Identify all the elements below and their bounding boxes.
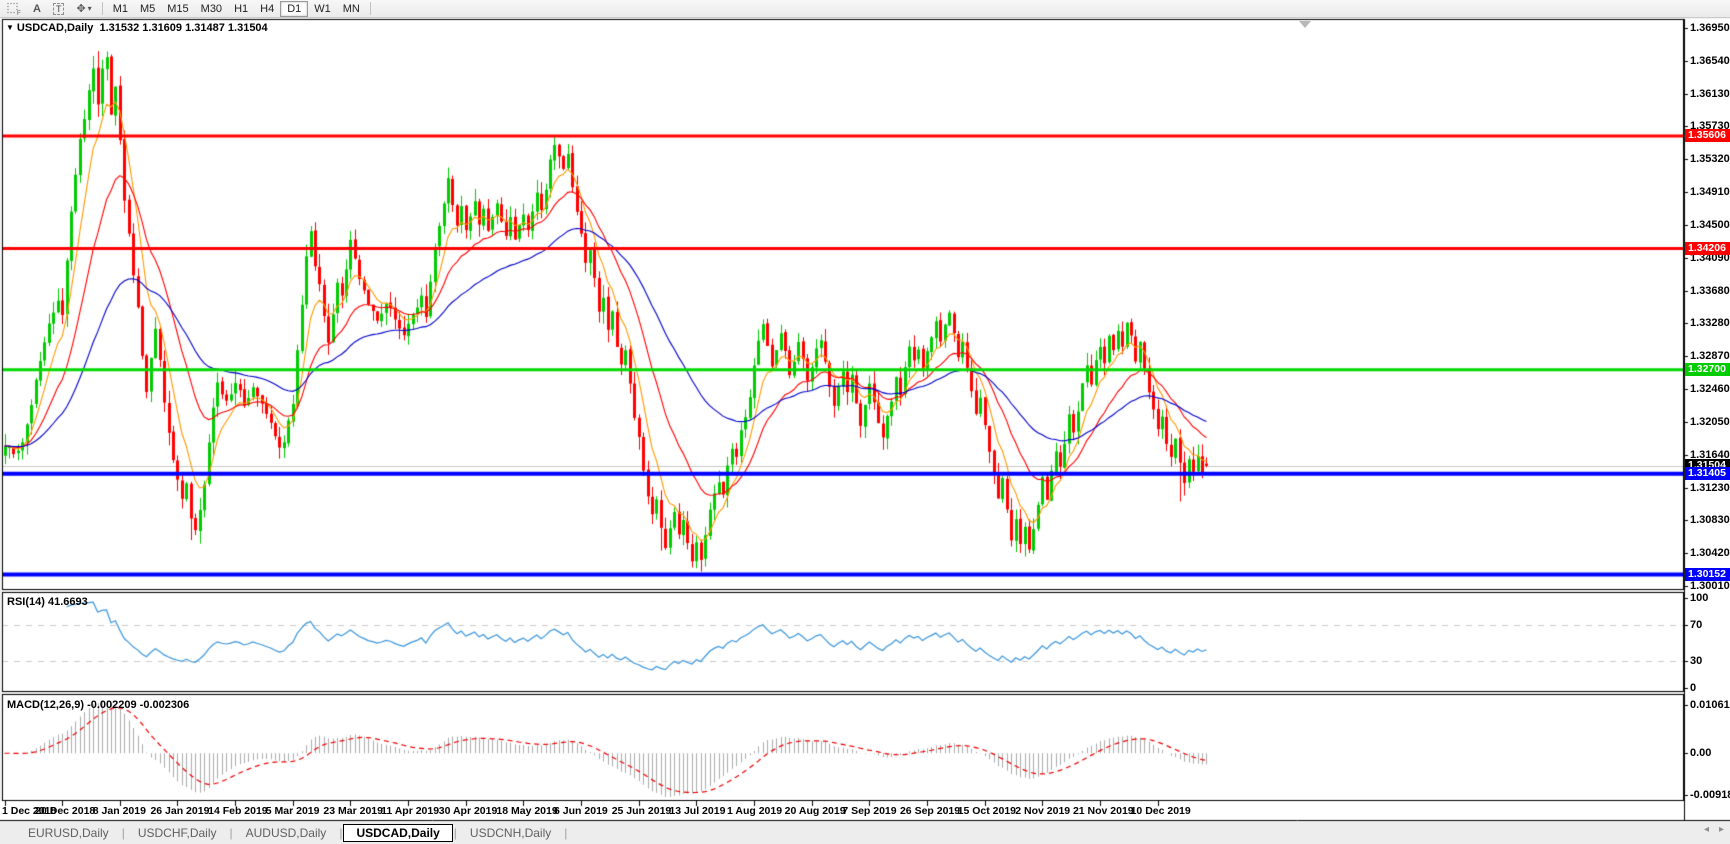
symbol-title: USDCAD,Daily xyxy=(16,22,94,34)
chart-shift-marker[interactable] xyxy=(1299,21,1311,28)
price-axis-label: 1.32050 xyxy=(1690,415,1730,428)
rsi-axis-label: 70 xyxy=(1690,619,1703,631)
symbol-ohlc: 1.31532 1.31609 1.31487 1.31504 xyxy=(99,22,268,34)
price-axis-label: 1.35730 xyxy=(1690,119,1730,132)
macd-indicator-label: MACD(12,26,9) -0.002209 -0.002306 xyxy=(7,699,190,711)
tab-scroll-right-icon[interactable]: ▸ xyxy=(1718,824,1724,835)
arrows-icon: ✥ xyxy=(76,3,86,15)
timeframe-button-h1[interactable]: H1 xyxy=(234,2,249,15)
tab-separator: | xyxy=(453,826,457,840)
time-axis-label: 23 Mar 2019 xyxy=(323,805,383,817)
chart-tab-usdcnh[interactable]: USDCNH,Daily xyxy=(469,826,552,840)
price-axis-label: 1.31230 xyxy=(1690,481,1730,494)
chart-collapse-icon[interactable]: ▼ xyxy=(6,23,14,32)
chart-tab-usdcad[interactable]: USDCAD,Daily xyxy=(343,824,453,842)
tab-scroll-left-icon[interactable]: ◂ xyxy=(1703,824,1709,835)
crosshair-grid-f-icon[interactable]: F xyxy=(0,1,27,16)
price-line-badge: 1.32700 xyxy=(1685,363,1730,377)
tab-separator: | xyxy=(121,826,125,840)
time-axis-label: 2 Nov 2019 xyxy=(1015,805,1071,817)
price-line-badge: 1.34206 xyxy=(1685,242,1730,256)
time-axis-label: 30 Apr 2019 xyxy=(438,805,498,817)
tab-scroll-buttons: ◂ ▸ xyxy=(1704,824,1724,835)
time-axis-label: 26 Jan 2019 xyxy=(150,805,210,817)
time-axis-label: 20 Dec 2018 xyxy=(35,805,96,817)
timeframe-button-m5[interactable]: M5 xyxy=(139,2,156,15)
price-axis-label: 1.30830 xyxy=(1690,514,1730,527)
macd-axis-label: 0.010615 xyxy=(1690,699,1730,711)
price-axis-label: 1.32460 xyxy=(1690,382,1730,395)
toolbar-separator xyxy=(369,2,371,15)
chart-tab-usdchf[interactable]: USDCHF,Daily xyxy=(137,826,217,840)
time-axis-label: 20 Aug 2019 xyxy=(784,805,846,817)
time-axis-label: 11 Apr 2019 xyxy=(381,805,440,817)
time-axis-label: 14 Feb 2019 xyxy=(208,805,268,817)
price-axis-label: 1.31640 xyxy=(1690,448,1730,461)
svg-text:F: F xyxy=(17,11,21,15)
macd-axis-label: -0.009181 xyxy=(1690,789,1730,801)
time-axis-label: 21 Nov 2019 xyxy=(1072,805,1134,817)
text-box-tool-button[interactable]: T xyxy=(47,1,71,16)
timeframe-button-h4[interactable]: H4 xyxy=(260,2,275,15)
chart-tab-bar: EURUSD,Daily | USDCHF,Daily | AUDUSD,Daily | U… xyxy=(0,822,1730,844)
timeframe-button-d1[interactable]: D1 xyxy=(280,0,309,17)
timeframe-group: M1 M5 M15 M30 H1 H4 D1 W1 MN xyxy=(107,0,366,17)
price-axis-label: 1.33280 xyxy=(1690,316,1730,329)
time-axis-label: 25 Jun 2019 xyxy=(611,805,672,817)
chart-tab-audusd[interactable]: AUDUSD,Daily xyxy=(245,826,327,840)
time-axis-label: 26 Sep 2019 xyxy=(899,805,961,817)
timeframe-button-m1[interactable]: M1 xyxy=(112,2,128,15)
text-box-icon: T xyxy=(52,2,65,15)
macd-axis-label: 0.00 xyxy=(1690,747,1712,760)
price-axis-label: 1.30420 xyxy=(1690,547,1730,559)
price-axis-label: 1.36540 xyxy=(1690,54,1730,67)
price-line-badge: 1.35606 xyxy=(1685,129,1730,143)
symbol-header: ▼ USDCAD,Daily 1.31532 1.31609 1.31487 1.… xyxy=(6,22,268,34)
price-axis-label: 1.36950 xyxy=(1690,21,1730,34)
tab-separator: | xyxy=(564,826,568,840)
arrow-objects-button[interactable]: ✥ ▾ xyxy=(70,1,97,16)
tab-separator: | xyxy=(229,826,233,840)
price-axis-label: 1.34910 xyxy=(1690,185,1730,198)
price-axis-label: 1.30010 xyxy=(1690,579,1730,592)
dotted-grid-icon: F xyxy=(7,2,21,15)
time-axis-label: 13 Jul 2019 xyxy=(669,805,726,817)
rsi-axis-label: 0 xyxy=(1690,682,1697,694)
rsi-axis-label: 100 xyxy=(1690,592,1709,604)
chart-tab-eurusd[interactable]: EURUSD,Daily xyxy=(28,826,109,840)
toolbar-separator xyxy=(101,2,103,15)
time-axis-label: 10 Dec 2019 xyxy=(1130,805,1191,817)
chevron-down-icon: ▾ xyxy=(87,4,92,13)
rsi-axis-label: 30 xyxy=(1690,655,1703,667)
timeframe-button-mn[interactable]: MN xyxy=(342,2,360,15)
timeframe-button-w1[interactable]: W1 xyxy=(314,2,331,15)
price-axis-label: 1.36130 xyxy=(1690,87,1730,100)
tab-separator: | xyxy=(339,826,343,840)
timeframe-button-m30[interactable]: M30 xyxy=(200,2,223,15)
timeframe-button-m15[interactable]: M15 xyxy=(167,2,189,15)
rsi-indicator-label: RSI(14) 41.6693 xyxy=(7,596,88,608)
toolbar: F A T ✥ ▾ M1 M5 M15 M30 H1 H4 D1 W1 MN xyxy=(0,0,1730,18)
time-axis-label: 15 Oct 2019 xyxy=(957,805,1017,817)
price-axis-label: 1.34500 xyxy=(1690,218,1730,231)
time-axis-label: 6 Jun 2019 xyxy=(554,805,608,817)
text-label-tool-button[interactable]: A xyxy=(27,1,47,16)
price-line-badge: 1.30152 xyxy=(1685,568,1730,582)
time-axis-label: 1 Dec 2018 xyxy=(2,805,57,817)
time-axis-label: 1 Aug 2019 xyxy=(727,805,783,817)
time-axis-label: 7 Sep 2019 xyxy=(842,805,897,817)
price-axis-label: 1.35320 xyxy=(1690,152,1730,165)
time-axis-label: 5 Mar 2019 xyxy=(265,805,320,817)
text-label-icon: A xyxy=(33,2,41,15)
price-line-badge: 1.31405 xyxy=(1685,467,1730,481)
time-axis-label: 8 Jan 2019 xyxy=(92,805,146,817)
time-axis-label: 18 May 2019 xyxy=(496,805,558,817)
price-axis-label: 1.32870 xyxy=(1690,349,1730,362)
price-axis-label: 1.33680 xyxy=(1690,284,1730,297)
